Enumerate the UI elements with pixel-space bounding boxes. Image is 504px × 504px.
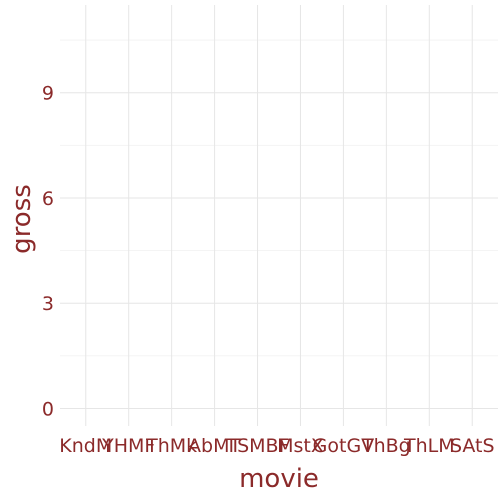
x-tick-label: YHMF [101, 435, 155, 457]
x-tick-label: ThLM [403, 435, 455, 457]
x-tick-label: GotGV [313, 435, 375, 457]
x-tick-label: KndM [59, 435, 112, 457]
x-tick-label: ThMk [145, 435, 197, 457]
x-tick-label: SAtS [450, 435, 495, 457]
tick-layer: 0 3 6 9 KndMYHMFThMkAbMTTSMBFMstXGotGVThBgTh… [42, 83, 495, 457]
x-tick-label: AbMT [188, 435, 241, 457]
y-axis-title: gross [7, 184, 37, 254]
y-tick-label: 6 [42, 188, 54, 210]
y-tick-label: 9 [42, 83, 54, 105]
x-tick-label: MstX [277, 435, 324, 457]
grid-layer [60, 5, 498, 426]
x-axis-title: movie [239, 464, 319, 494]
x-tick-label: ThBg [361, 435, 411, 457]
x-tick-label: TSMBF [225, 435, 290, 457]
y-tick-label: 0 [42, 398, 54, 420]
y-tick-label: 3 [42, 293, 54, 315]
